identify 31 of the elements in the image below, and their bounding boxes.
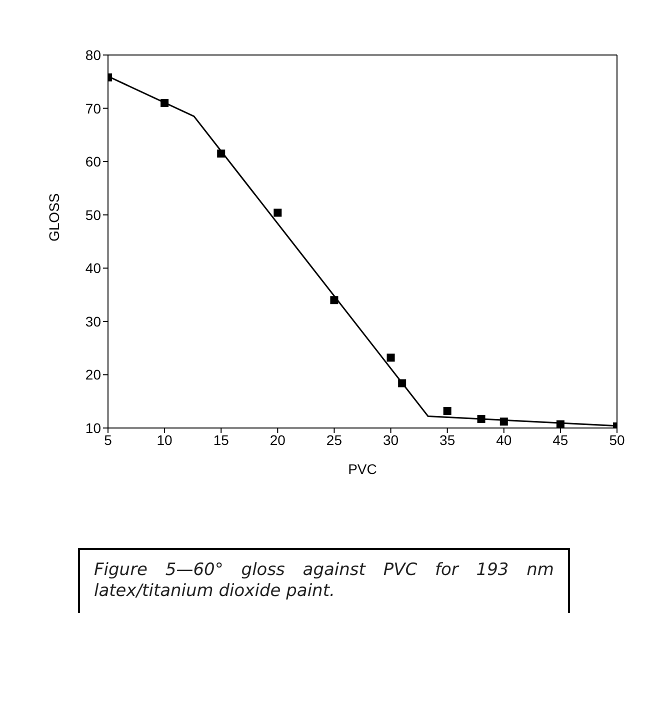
point <box>160 98 169 107</box>
y-tick-label: 20 <box>85 366 102 383</box>
caption: Figure 5—60° gloss against PVC for 193 nm latex/titanium dioxide paint. <box>78 548 570 612</box>
x-tick-label: 50 <box>609 432 625 448</box>
x-tick-label: 45 <box>552 432 568 448</box>
point <box>398 379 406 388</box>
y-tick-label: 10 <box>85 420 102 436</box>
point <box>217 150 226 158</box>
y-tick-label: 50 <box>85 206 102 223</box>
y-axis-title: GLOSS <box>46 193 62 242</box>
x-axis-title: PVC <box>348 461 377 477</box>
point <box>500 418 508 426</box>
x-tick-label: 5 <box>104 432 112 448</box>
x-tick-label: 20 <box>270 432 286 448</box>
point <box>556 420 564 428</box>
point <box>330 296 338 304</box>
y-tick-label: 60 <box>85 154 102 170</box>
x-tick-label: 10 <box>156 432 173 448</box>
y-tick-label: 40 <box>85 260 102 276</box>
point <box>386 354 395 362</box>
x-tick-label: 25 <box>326 432 342 448</box>
y-tick-label: 30 <box>85 313 102 330</box>
point <box>477 414 486 423</box>
x-tick-label: 30 <box>382 432 399 448</box>
x-tick-label: 40 <box>496 432 512 448</box>
y-tick-label: 70 <box>85 100 102 116</box>
x-tick-label: 35 <box>440 432 456 448</box>
x-tick-label: 15 <box>213 432 230 448</box>
y-tick-label: 80 <box>85 46 102 63</box>
point <box>443 406 452 415</box>
point <box>274 208 282 217</box>
